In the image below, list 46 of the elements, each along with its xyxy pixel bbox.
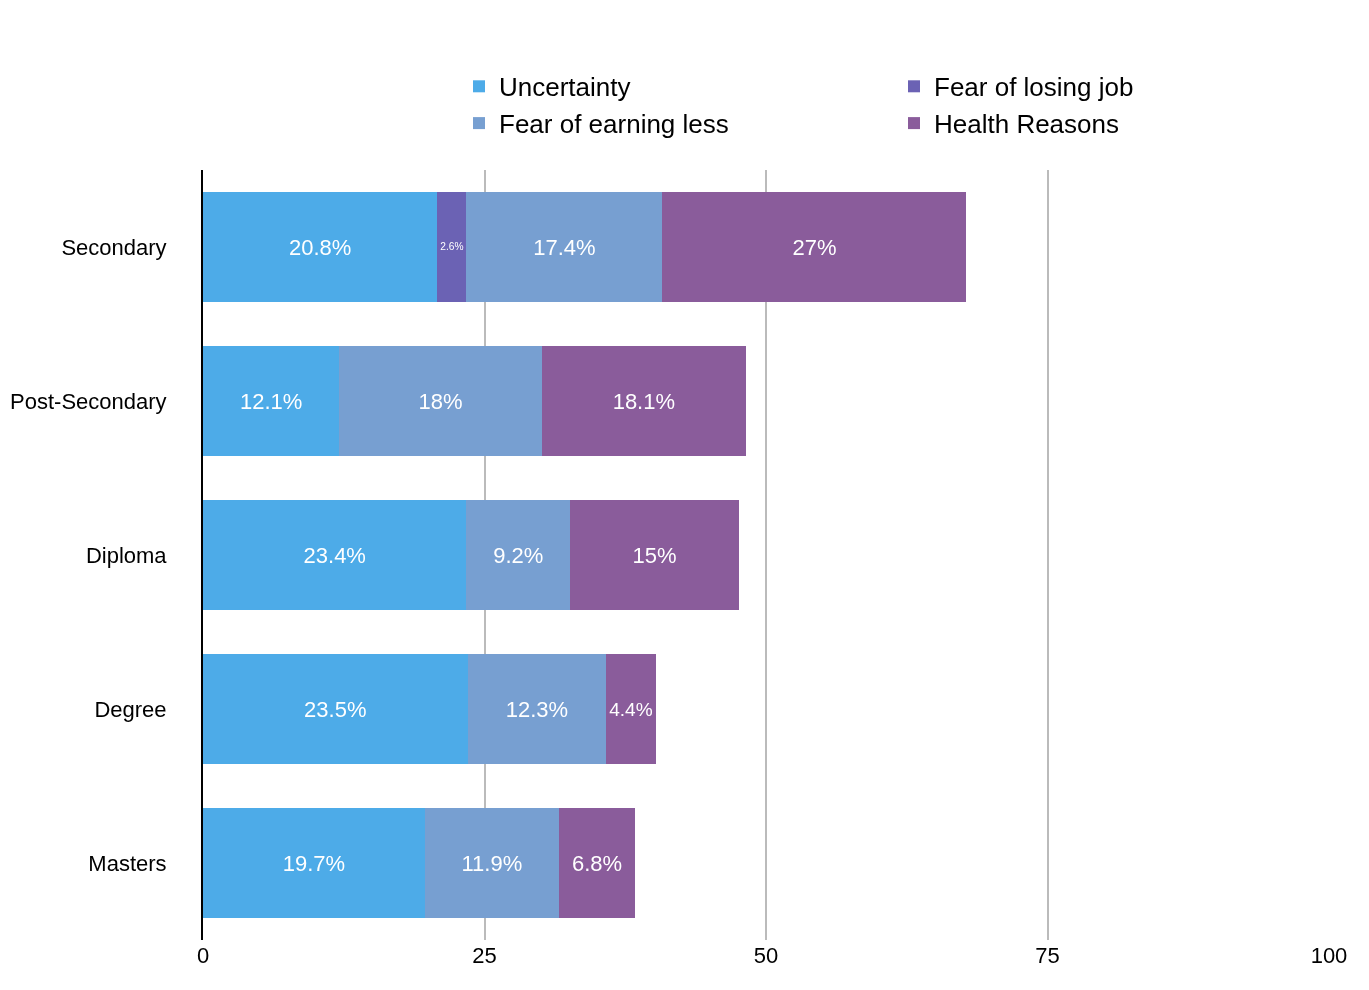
- data-label: 15%: [632, 542, 677, 568]
- bar: [203, 191, 438, 303]
- y-tick-label: Degree: [94, 696, 167, 722]
- data-label: 4.4%: [609, 698, 653, 720]
- data-label: 9.2%: [493, 542, 544, 568]
- x-tick-label: 0: [196, 943, 210, 968]
- y-tick-label: Masters: [88, 850, 167, 876]
- bar: [437, 191, 467, 303]
- bar: [424, 807, 559, 919]
- bar: [467, 653, 607, 765]
- bar: [606, 653, 656, 765]
- bar: [203, 653, 468, 765]
- bar: [541, 345, 746, 457]
- bar: [662, 191, 967, 303]
- data-label: 18%: [418, 388, 463, 414]
- legend-label: Uncertainty: [499, 72, 631, 103]
- bar: [558, 807, 636, 919]
- bar: [466, 191, 663, 303]
- y-tick-label: Post-Secondary: [10, 388, 167, 414]
- x-tick-label: 25: [472, 943, 497, 968]
- bar: [570, 499, 739, 611]
- bar: [466, 499, 571, 611]
- data-label: 23.5%: [304, 696, 367, 722]
- data-label: 19.7%: [282, 850, 346, 876]
- data-label: 17.4%: [533, 234, 596, 260]
- legend-label: Fear of earning less: [499, 109, 729, 140]
- legend-label: Fear of losing job: [934, 72, 1134, 103]
- bar: [339, 345, 542, 457]
- x-tick-label: 50: [753, 943, 779, 968]
- x-tick-label: 100: [1310, 943, 1348, 968]
- data-label: 23.4%: [303, 542, 366, 568]
- bar: [203, 499, 467, 611]
- x-tick-label: 75: [1035, 943, 1060, 968]
- data-label: 12.1%: [239, 388, 303, 414]
- bar: [203, 807, 425, 919]
- data-label: 12.3%: [505, 696, 569, 722]
- y-tick-label: Secondary: [61, 234, 167, 260]
- data-label: 18.1%: [612, 388, 676, 414]
- data-label: 6.8%: [572, 850, 623, 876]
- data-label: 11.9%: [461, 850, 523, 876]
- data-label: 2.6%: [440, 241, 464, 253]
- y-tick-label: Diploma: [85, 542, 168, 568]
- data-label: 27%: [792, 234, 837, 260]
- legend-label: Health Reasons: [934, 109, 1119, 140]
- bar: [203, 345, 340, 457]
- data-label: 20.8%: [288, 234, 352, 260]
